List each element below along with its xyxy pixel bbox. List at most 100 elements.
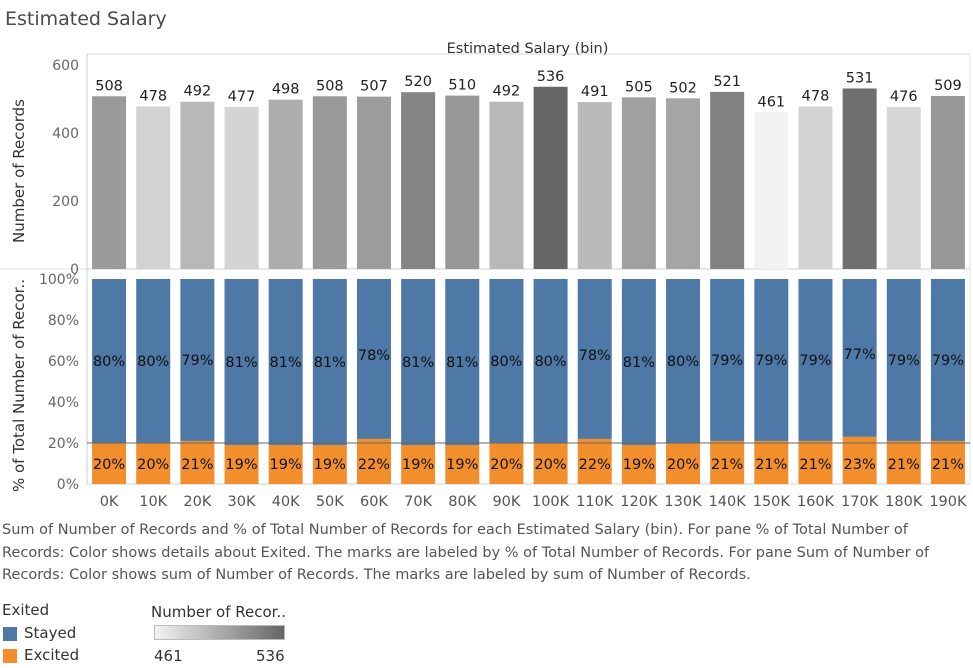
stayed-bar — [533, 279, 568, 443]
excited-bar — [180, 440, 215, 484]
stayed-bar — [930, 279, 965, 441]
count-bar — [136, 106, 171, 269]
count-bar-label: 531 — [846, 70, 874, 86]
top-y-axis-label: Number of Records — [10, 99, 28, 243]
excited-pct-label: 19% — [623, 457, 655, 473]
excited-bar — [842, 436, 877, 484]
excited-pct-label: 19% — [314, 457, 346, 473]
excited-bar — [312, 445, 347, 484]
legend-swatch-stayed — [3, 627, 17, 641]
excited-pct-label: 22% — [579, 457, 611, 473]
bottom-y-tick-label: 80% — [48, 313, 79, 329]
axes-layer: Estimated Salary (bin) 0 200 400 600 Number o… — [0, 41, 971, 493]
stayed-bar — [268, 279, 303, 446]
count-bar — [92, 96, 127, 269]
count-bar — [798, 106, 833, 269]
count-bar — [754, 112, 789, 269]
excited-bar — [401, 445, 436, 484]
stayed-pct-label: 80% — [137, 354, 169, 370]
stayed-bar — [754, 279, 789, 441]
x-tick-label: 80K — [448, 494, 476, 510]
bottom-y-tick-label: 60% — [48, 354, 79, 370]
stayed-bar — [401, 279, 436, 446]
stayed-bar — [489, 279, 524, 443]
gradient-max-label: 536 — [256, 647, 285, 665]
stayed-bar — [621, 279, 656, 446]
salary-chart: Estimated Salary (bin) 0 200 400 600 Number o… — [0, 41, 971, 510]
x-tick-label: 140K — [709, 494, 747, 510]
bars-layer — [92, 86, 965, 484]
count-bar-label: 507 — [360, 79, 388, 95]
count-bar — [533, 86, 568, 269]
excited-pct-label: 20% — [534, 457, 566, 473]
stayed-bar — [312, 279, 347, 446]
x-tick-label: 60K — [360, 494, 388, 510]
excited-bar — [136, 443, 171, 484]
count-bar-label: 478 — [802, 88, 830, 104]
stayed-pct-label: 77% — [844, 347, 876, 363]
count-bar — [401, 92, 436, 269]
excited-bar — [930, 440, 965, 484]
x-tick-label: 30K — [228, 494, 256, 510]
stayed-bar — [842, 279, 877, 437]
count-bar — [445, 95, 480, 269]
count-bar — [842, 88, 877, 270]
x-tick-label: 190K — [929, 494, 967, 510]
stayed-bar — [445, 279, 480, 446]
x-tick-label: 40K — [272, 494, 300, 510]
stayed-pct-label: 81% — [270, 355, 302, 371]
stayed-pct-label: 79% — [932, 353, 964, 369]
stayed-bar — [798, 279, 833, 441]
count-bar — [577, 102, 612, 269]
stayed-pct-label: 78% — [358, 348, 390, 364]
excited-pct-label: 21% — [888, 457, 920, 473]
count-bar-label: 478 — [139, 88, 167, 104]
excited-bar — [92, 443, 127, 484]
count-bar-label: 491 — [581, 84, 609, 100]
bottom-y-tick-label: 40% — [48, 395, 79, 411]
count-bar — [710, 91, 745, 269]
stayed-bar — [136, 279, 171, 443]
stayed-bar — [180, 279, 215, 441]
legend-label-excited: Excited — [24, 646, 80, 664]
excited-pct-label: 21% — [799, 457, 831, 473]
legend-label-stayed: Stayed — [24, 624, 77, 642]
stayed-bar — [92, 279, 127, 443]
count-bar-label: 536 — [537, 69, 565, 85]
stayed-bar — [666, 279, 701, 443]
stayed-bar — [577, 279, 612, 439]
x-tick-label: 90K — [492, 494, 520, 510]
excited-pct-label: 19% — [402, 457, 434, 473]
excited-bar — [489, 443, 524, 484]
labels-layer: 508 80% 20% 0K 478 80% 20% 10K 492 79% 21% 20K 477 81… — [87, 69, 970, 510]
excited-bar — [356, 438, 391, 484]
count-bar — [666, 98, 701, 269]
stayed-pct-label: 80% — [667, 354, 699, 370]
x-tick-label: 100K — [532, 494, 570, 510]
x-tick-label: 10K — [139, 494, 167, 510]
stayed-pct-label: 79% — [755, 353, 787, 369]
bottom-y-tick-label: 100% — [39, 272, 79, 288]
excited-bar — [533, 443, 568, 484]
stayed-pct-label: 79% — [181, 353, 213, 369]
top-y-tick-label: 600 — [52, 58, 79, 74]
stayed-pct-label: 79% — [799, 353, 831, 369]
count-bar-label: 505 — [625, 79, 653, 95]
x-tick-label: 170K — [841, 494, 879, 510]
count-bar — [312, 96, 347, 269]
excited-bar — [577, 438, 612, 484]
legend-swatch-excited — [3, 649, 17, 663]
x-tick-label: 70K — [404, 494, 432, 510]
bottom-y-tick-label: 20% — [48, 436, 79, 452]
excited-bar — [754, 440, 789, 484]
count-bar — [268, 99, 303, 270]
top-y-tick-label: 0 — [70, 262, 79, 278]
count-bar — [180, 101, 215, 269]
count-bar-label: 521 — [713, 74, 741, 90]
excited-pct-label: 21% — [711, 457, 743, 473]
stayed-pct-label: 79% — [711, 353, 743, 369]
stayed-pct-label: 78% — [579, 348, 611, 364]
x-tick-label: 0K — [100, 494, 119, 510]
excited-pct-label: 21% — [181, 457, 213, 473]
stayed-pct-label: 81% — [623, 355, 655, 371]
